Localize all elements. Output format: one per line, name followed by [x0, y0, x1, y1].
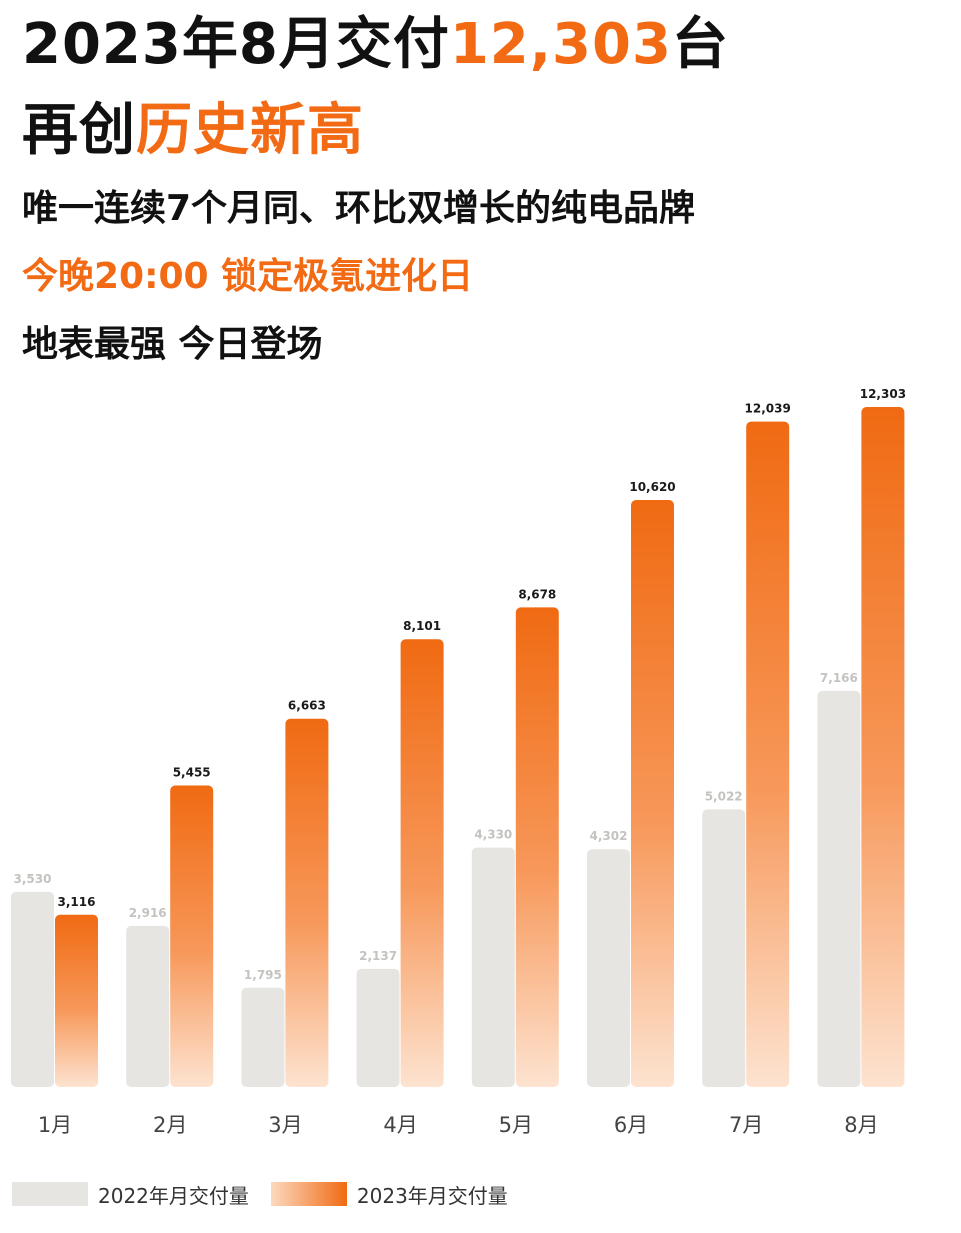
value-label-2022-2: 2,916: [129, 906, 167, 920]
event-text: 今晚20:00 锁定极氪进化日: [22, 256, 474, 297]
bar-2023-8: [861, 407, 905, 1087]
bar-2023-4: [400, 639, 444, 1087]
legend-item-2023: 2023年月交付量: [270, 1180, 508, 1209]
value-label-2023-7: 12,039: [745, 402, 791, 416]
subtitle: 唯一连续7个月同、环比双增长的纯电品牌: [22, 188, 696, 229]
delivery-bar-chart: 3,530 3,116 1月 2,916 5,455 2月 1,795 6,663 3月 2,13…: [11, 387, 906, 1137]
headline-unit: 台: [671, 12, 729, 77]
x-tick-label-7: 7月: [729, 1113, 763, 1137]
bar-2022-7: [702, 809, 746, 1087]
bar-2023-2: [170, 785, 214, 1087]
value-label-2022-4: 2,137: [359, 949, 397, 963]
x-tick-label-5: 5月: [499, 1113, 533, 1137]
x-tick-label-8: 8月: [844, 1113, 878, 1137]
legend-swatch-2023: [270, 1182, 347, 1206]
legend-swatch-2022: [12, 1182, 88, 1206]
value-label-2023-2: 5,455: [173, 765, 211, 779]
x-tick-label-6: 6月: [614, 1113, 648, 1137]
value-label-2023-5: 8,678: [518, 587, 556, 601]
headline-text: 2023年8月交付: [22, 12, 450, 77]
bar-2023-3: [285, 718, 329, 1087]
legend-label-2023: 2023年月交付量: [356, 1183, 508, 1208]
legend-label-2022: 2022年月交付量: [98, 1183, 249, 1208]
bar-2022-3: [241, 987, 285, 1087]
value-label-2022-3: 1,795: [244, 968, 282, 982]
value-label-2023-1: 3,116: [58, 895, 96, 909]
value-label-2022-7: 5,022: [705, 789, 743, 803]
headline-line2-highlight: 历史新高: [136, 98, 364, 163]
bar-2023-5: [515, 607, 559, 1087]
bar-2022-1: [11, 891, 54, 1087]
value-label-2022-6: 4,302: [590, 829, 628, 843]
bar-2022-6: [587, 849, 630, 1087]
value-label-2023-6: 10,620: [629, 480, 675, 494]
x-tick-label-1: 1月: [38, 1113, 72, 1137]
bar-2022-8: [817, 690, 861, 1087]
value-label-2022-8: 7,166: [820, 671, 858, 685]
chart-legend: 2022年月交付量 2023年月交付量: [12, 1180, 530, 1208]
bar-2023-6: [631, 500, 674, 1087]
headline-number: 12,303: [449, 12, 672, 77]
legend-item-2022: 2022年月交付量: [12, 1180, 249, 1209]
value-label-2023-3: 6,663: [288, 699, 326, 713]
headline-line2: 再创历史新高: [22, 92, 364, 170]
value-label-2022-5: 4,330: [474, 828, 512, 842]
bar-2023-1: [55, 914, 98, 1087]
value-label-2022-1: 3,530: [14, 872, 52, 886]
x-tick-label-2: 2月: [153, 1113, 187, 1137]
x-tick-label-3: 3月: [268, 1113, 302, 1137]
bar-2022-4: [356, 968, 400, 1087]
value-label-2023-8: 12,303: [860, 387, 906, 401]
bar-2022-5: [471, 847, 515, 1087]
x-tick-label-4: 4月: [383, 1113, 417, 1137]
bar-2022-2: [126, 925, 170, 1087]
headline: 2023年8月交付12,303台: [22, 6, 729, 84]
bar-2023-7: [746, 421, 790, 1087]
value-label-2023-4: 8,101: [403, 619, 441, 633]
headline-line2-prefix: 再创: [22, 98, 136, 163]
tagline: 地表最强 今日登场: [22, 324, 323, 365]
